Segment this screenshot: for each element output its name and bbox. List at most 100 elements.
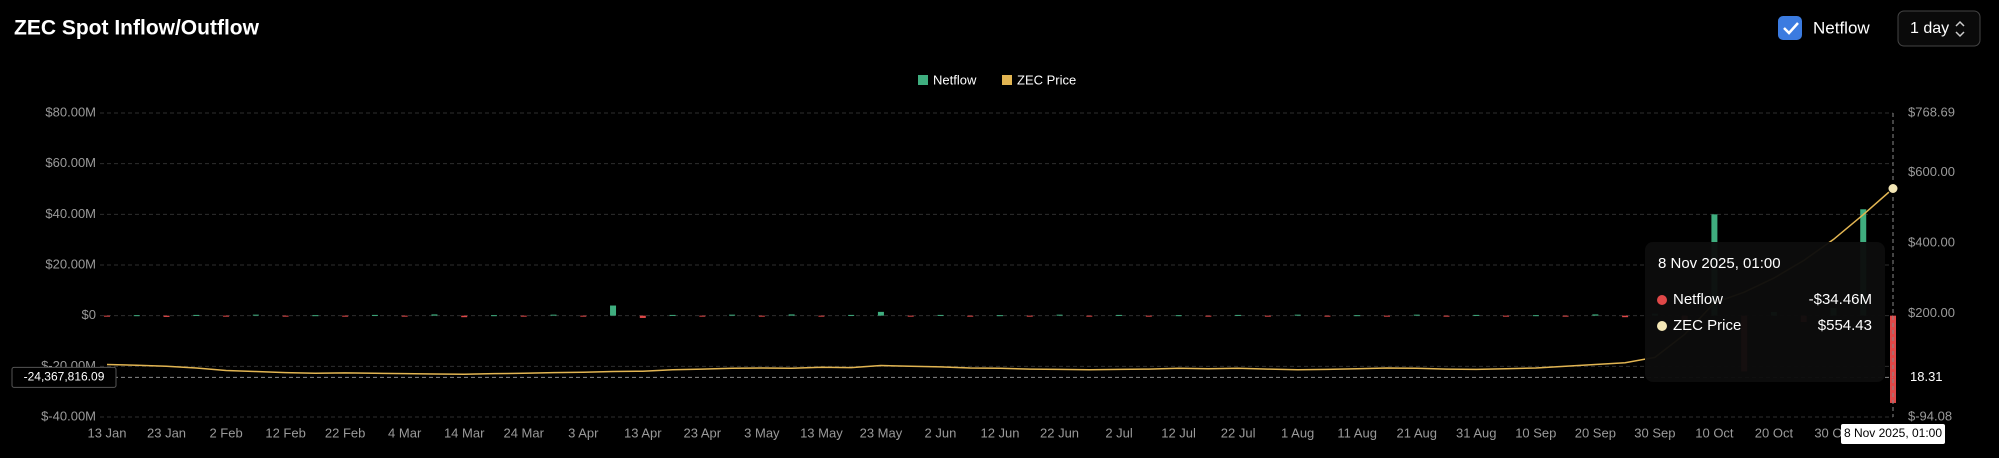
check-icon bbox=[1783, 22, 1799, 35]
bar bbox=[848, 314, 855, 316]
y2-tick-label: $200.00 bbox=[1908, 305, 1955, 320]
bar bbox=[312, 315, 319, 317]
bar bbox=[1324, 315, 1331, 317]
y2-tick-label: $400.00 bbox=[1908, 234, 1955, 249]
bar bbox=[997, 315, 1003, 317]
bar bbox=[729, 314, 736, 316]
x-tick-label: 23 Apr bbox=[684, 425, 722, 440]
legend-label: Netflow bbox=[933, 72, 977, 87]
bar bbox=[639, 315, 646, 318]
x-tick-label: 30 Sep bbox=[1634, 425, 1675, 440]
bar bbox=[1532, 315, 1539, 317]
chevron bbox=[1955, 20, 1965, 38]
x-tick-label: 2 Jun bbox=[925, 425, 957, 440]
bar bbox=[1443, 315, 1450, 317]
bar bbox=[758, 315, 765, 317]
bar bbox=[1235, 314, 1242, 316]
bar bbox=[818, 315, 825, 317]
interval-select[interactable] bbox=[1897, 10, 1981, 47]
bar bbox=[1175, 315, 1182, 317]
tooltip-dot bbox=[1657, 295, 1667, 305]
bar bbox=[937, 314, 944, 316]
tooltip-title: 8 Nov 2025, 01:00 bbox=[1658, 255, 1781, 272]
bar bbox=[1086, 315, 1093, 317]
legend-swatch bbox=[918, 75, 928, 85]
y-tick-label: $0 bbox=[82, 307, 96, 322]
tooltip-value: $554.43 bbox=[1818, 317, 1872, 334]
interval-label: 1 day bbox=[1910, 20, 1949, 37]
title: ZEC Spot Inflow/Outflow bbox=[14, 17, 260, 40]
x-tick-label: 22 Jun bbox=[1040, 425, 1079, 440]
bar bbox=[282, 315, 289, 317]
x-tick-label: 13 Apr bbox=[624, 425, 662, 440]
checkbox[interactable] bbox=[1778, 16, 1802, 40]
x-tick-label: 12 Jun bbox=[980, 425, 1019, 440]
y-tick-label: $40.00M bbox=[45, 206, 96, 221]
tooltip-dot bbox=[1657, 321, 1667, 331]
y-tick-label: $60.00M bbox=[45, 155, 96, 170]
x-tick-label: 12 Feb bbox=[265, 425, 305, 440]
bar bbox=[490, 315, 497, 317]
bar bbox=[193, 314, 200, 316]
bar bbox=[1622, 315, 1629, 318]
tooltip bbox=[1645, 242, 1885, 382]
tooltip-name: Netflow bbox=[1673, 291, 1723, 308]
x-tick-label: 20 Sep bbox=[1575, 425, 1616, 440]
bar bbox=[104, 315, 110, 317]
crosshair-x-label: 8 Nov 2025, 01:00 bbox=[1844, 426, 1942, 440]
x-tick-label: 31 Aug bbox=[1456, 425, 1497, 440]
bar bbox=[252, 314, 259, 316]
bar bbox=[1473, 314, 1480, 316]
crosshair-y2-label: 18.31 bbox=[1910, 369, 1943, 384]
x-tick-label: 20 Oct bbox=[1755, 425, 1794, 440]
bar bbox=[1116, 314, 1123, 316]
bar bbox=[1026, 315, 1033, 317]
x-tick-label: 10 Sep bbox=[1515, 425, 1556, 440]
hover-dot bbox=[1887, 182, 1899, 194]
bar bbox=[371, 314, 378, 316]
legend-label: ZEC Price bbox=[1017, 72, 1076, 87]
y2-tick-label: $-94.08 bbox=[1908, 408, 1952, 423]
bar bbox=[461, 315, 468, 318]
bar bbox=[877, 311, 884, 316]
y2-tick-label: $768.69 bbox=[1908, 104, 1955, 119]
bar bbox=[133, 315, 140, 317]
bar bbox=[431, 314, 438, 316]
x-tick-label: 21 Aug bbox=[1396, 425, 1437, 440]
x-tick-label: 13 Jan bbox=[87, 425, 126, 440]
y-tick-label: $80.00M bbox=[45, 104, 96, 119]
legend-swatch bbox=[1002, 75, 1012, 85]
x-tick-label: 10 Oct bbox=[1695, 425, 1734, 440]
bar bbox=[520, 315, 527, 317]
x-tick-label: 23 Jan bbox=[147, 425, 186, 440]
price-line bbox=[106, 187, 1894, 376]
bar bbox=[610, 305, 617, 316]
x-tick-label: 4 Mar bbox=[388, 425, 422, 440]
bar bbox=[1413, 314, 1420, 316]
x-tick-label: 22 Feb bbox=[325, 425, 365, 440]
x-tick-label: 24 Mar bbox=[503, 425, 544, 440]
x-tick-label: 12 Jul bbox=[1161, 425, 1196, 440]
bar bbox=[788, 314, 795, 316]
x-tick-label: 1 Aug bbox=[1281, 425, 1314, 440]
x-tick-label: 11 Aug bbox=[1337, 425, 1377, 440]
bar bbox=[1592, 314, 1599, 316]
y-tick-label: $-40.00M bbox=[41, 408, 96, 423]
bar bbox=[1264, 315, 1271, 317]
crosshair-x-box bbox=[1841, 424, 1945, 444]
toggle-label: Netflow bbox=[1813, 18, 1870, 37]
bar bbox=[967, 315, 974, 317]
bar bbox=[342, 315, 349, 317]
y-tick-label: $20.00M bbox=[45, 256, 96, 271]
x-tick-label: 13 May bbox=[800, 425, 843, 440]
tooltip-name: ZEC Price bbox=[1673, 317, 1741, 334]
tooltip-value: -$34.46M bbox=[1809, 291, 1872, 308]
bar bbox=[1205, 315, 1212, 317]
x-tick-label: 2 Feb bbox=[209, 425, 242, 440]
bar bbox=[163, 315, 170, 317]
bar bbox=[1562, 315, 1569, 317]
x-tick-label: 3 Apr bbox=[568, 425, 599, 440]
bar bbox=[699, 315, 706, 317]
